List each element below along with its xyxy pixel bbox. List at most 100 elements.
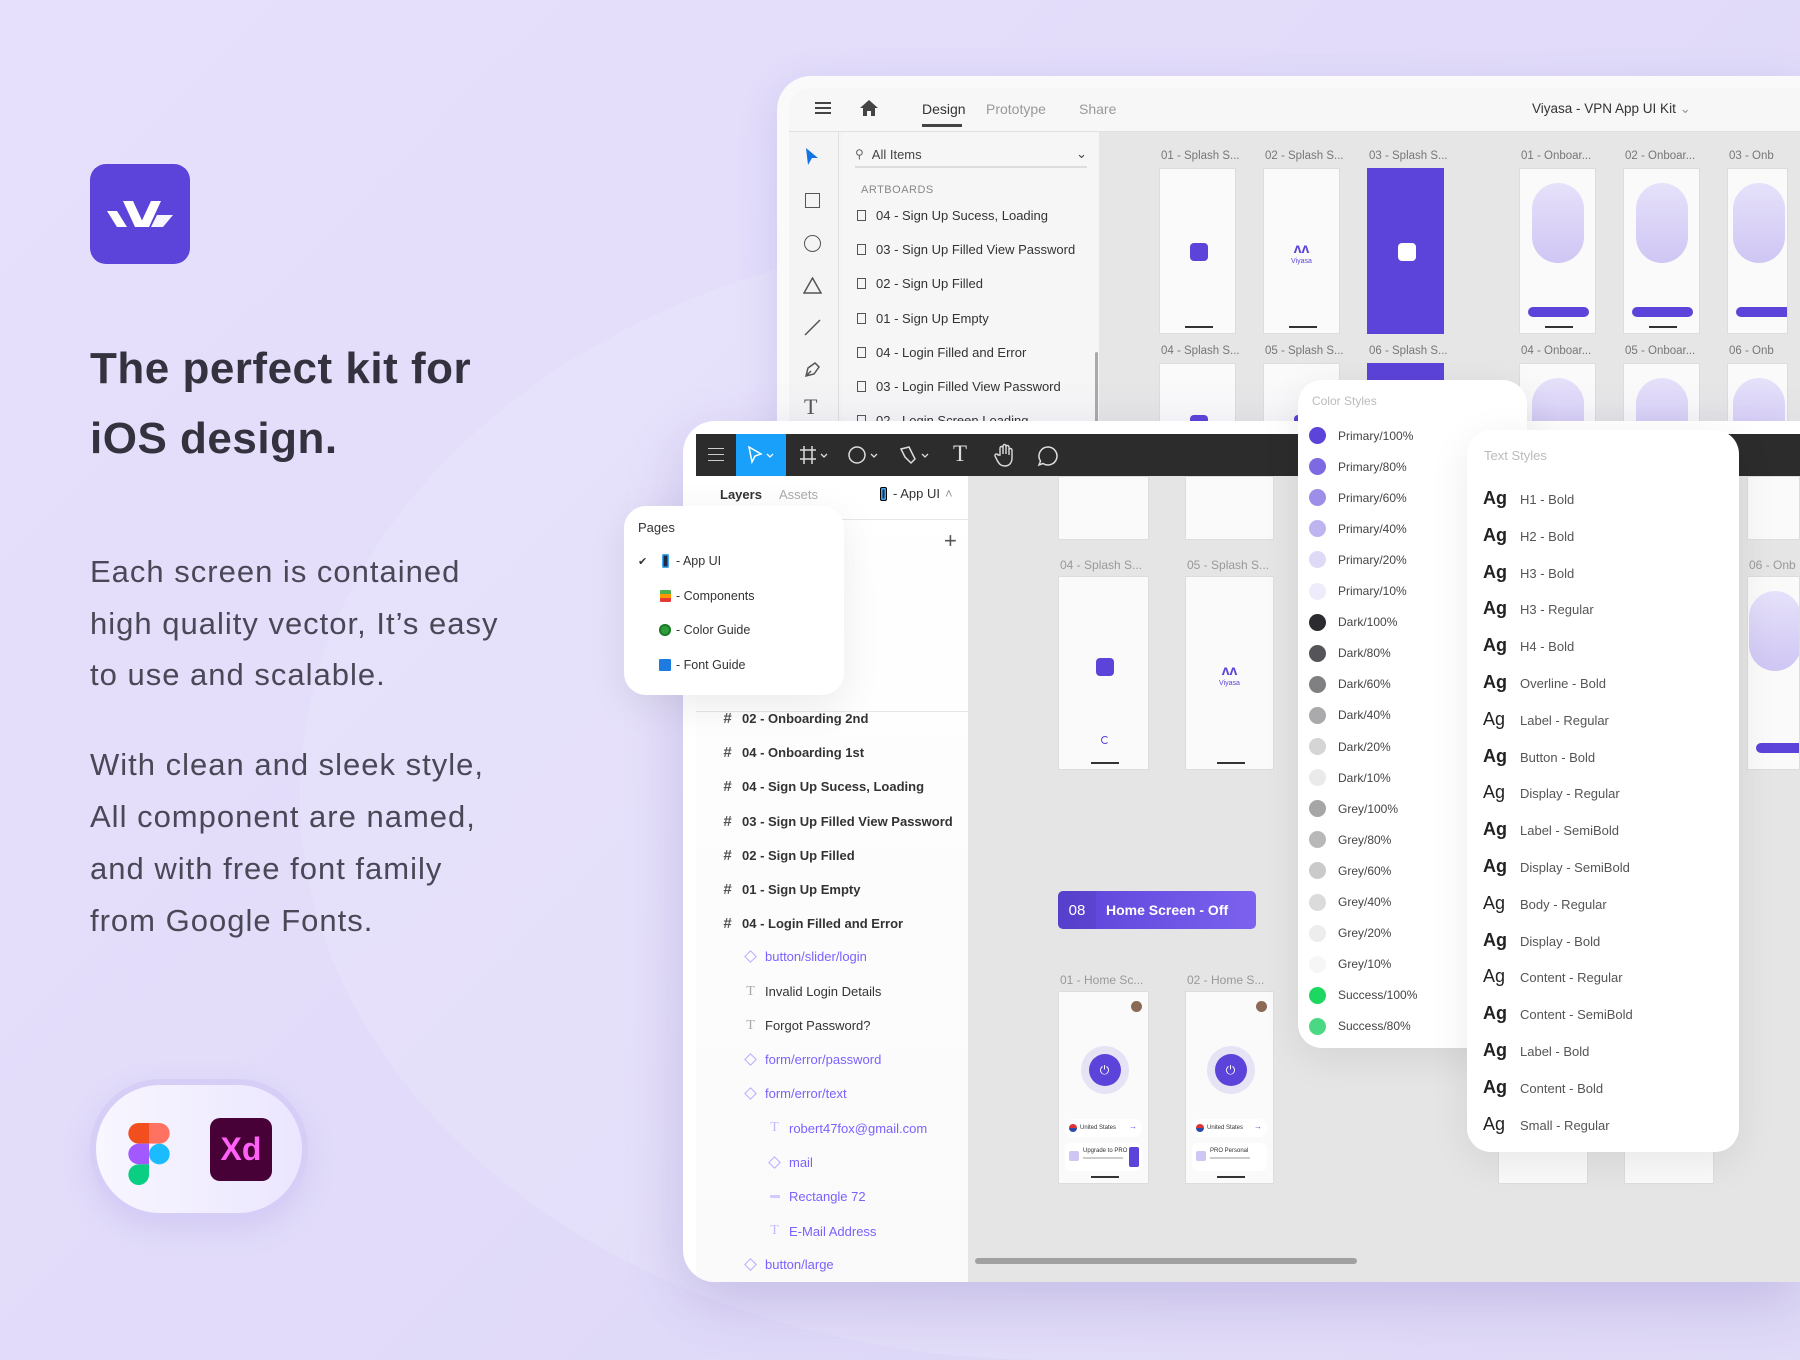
artboard-list-item[interactable]: 03 - Login Filled View Password	[857, 379, 1061, 394]
pen-tool-icon[interactable]	[899, 445, 933, 465]
layer-item[interactable]: #02 - Sign Up Filled	[719, 847, 854, 864]
text-style-item[interactable]: Ag H1 - Bold	[1483, 488, 1574, 509]
text-style-item[interactable]: Ag Display - Bold	[1483, 930, 1600, 951]
tab-prototype[interactable]: Prototype	[986, 101, 1046, 117]
artboard-home[interactable]: ⏻ United States → PRO Personal	[1185, 991, 1274, 1184]
layer-item[interactable]: Rectangle 72	[766, 1189, 866, 1204]
hand-tool-icon[interactable]	[994, 443, 1016, 467]
artboard-label[interactable]: 02 - Onboar...	[1625, 150, 1696, 162]
search-field[interactable]: ⚲ All Items ⌄	[855, 142, 1087, 168]
section-banner[interactable]: 08 Home Screen - Off	[1058, 891, 1256, 929]
color-style-item[interactable]: Dark/40%	[1309, 706, 1391, 724]
text-style-item[interactable]: Ag Button - Bold	[1483, 746, 1595, 767]
layer-item[interactable]: T Invalid Login Details	[742, 984, 881, 1000]
ellipse-tool-icon[interactable]	[804, 235, 821, 252]
color-style-item[interactable]: Dark/100%	[1309, 613, 1397, 631]
artboard-label[interactable]: 05 - Onboar...	[1625, 345, 1696, 357]
text-style-item[interactable]: Ag H3 - Regular	[1483, 598, 1594, 619]
artboard-top-partial[interactable]	[1747, 476, 1800, 540]
tab-layers[interactable]: Layers	[720, 487, 762, 502]
artboard-onboard[interactable]	[1727, 168, 1788, 334]
page-switcher[interactable]: - App UI ˄	[880, 486, 953, 501]
color-style-item[interactable]: Primary/100%	[1309, 427, 1413, 444]
artboard-list-item[interactable]: 01 - Sign Up Empty	[857, 311, 989, 326]
artboard-brand[interactable]: ʌʌ Viyasa	[1263, 168, 1340, 334]
polygon-tool-icon[interactable]	[803, 277, 822, 294]
text-style-item[interactable]: Ag Display - Regular	[1483, 782, 1620, 803]
main-menu-icon[interactable]	[708, 448, 724, 461]
document-title[interactable]: Viyasa - VPN App UI Kit ⌄	[1532, 101, 1691, 117]
layer-item[interactable]: form/error/password	[742, 1052, 881, 1067]
tab-design[interactable]: Design	[922, 101, 966, 117]
artboard-onboard[interactable]	[1519, 168, 1596, 334]
artboard-brand[interactable]: ʌʌ Viyasa	[1185, 576, 1274, 770]
artboard-label[interactable]: 03 - Splash S...	[1369, 150, 1448, 162]
artboard-label[interactable]: 04 - Splash S...	[1060, 558, 1143, 572]
color-style-item[interactable]: Grey/80%	[1309, 831, 1391, 849]
text-tool-icon[interactable]: T	[804, 394, 818, 419]
pen-tool-icon[interactable]	[804, 361, 821, 378]
text-style-item[interactable]: Ag Content - Regular	[1483, 966, 1623, 987]
color-style-item[interactable]: Primary/80%	[1309, 458, 1407, 476]
line-tool-icon[interactable]	[804, 319, 821, 336]
layer-item[interactable]: #03 - Sign Up Filled View Password	[719, 813, 952, 830]
artboard-label[interactable]: 06 - Splash S...	[1369, 345, 1448, 357]
layer-item[interactable]: T E-Mail Address	[766, 1223, 876, 1239]
layer-item[interactable]: #02 - Onboarding 2nd	[719, 710, 868, 727]
tab-assets[interactable]: Assets	[779, 487, 819, 502]
artboard-label[interactable]: 05 - Splash S...	[1265, 345, 1344, 357]
artboard-list-item[interactable]: 04 - Sign Up Sucess, Loading	[857, 208, 1048, 223]
color-style-item[interactable]: Dark/10%	[1309, 769, 1391, 787]
color-style-item[interactable]: Dark/80%	[1309, 644, 1391, 662]
color-style-item[interactable]: Primary/40%	[1309, 520, 1407, 538]
artboard-label[interactable]: 06 - Onb	[1729, 345, 1774, 357]
color-style-item[interactable]: Primary/20%	[1309, 551, 1407, 569]
color-style-item[interactable]: Dark/60%	[1309, 675, 1391, 693]
text-style-item[interactable]: Ag Label - Bold	[1483, 1040, 1589, 1061]
color-style-item[interactable]: Grey/10%	[1309, 955, 1391, 973]
layer-item[interactable]: #04 - Login Filled and Error	[719, 915, 903, 932]
artboard-onboard[interactable]	[1747, 576, 1800, 770]
text-style-item[interactable]: Ag Small - Regular	[1483, 1114, 1610, 1135]
artboard-purple[interactable]	[1367, 168, 1444, 334]
artboard-label[interactable]: 01 - Onboar...	[1521, 150, 1592, 162]
artboard-label[interactable]: 02 - Home S...	[1187, 973, 1265, 987]
artboard-list-item[interactable]: 02 - Sign Up Filled	[857, 276, 983, 291]
text-style-item[interactable]: Ag Overline - Bold	[1483, 672, 1606, 693]
move-tool-button[interactable]	[736, 434, 786, 476]
color-style-item[interactable]: Grey/40%	[1309, 893, 1391, 911]
artboard-list-item[interactable]: 04 - Login Filled and Error	[857, 345, 1026, 360]
add-page-button[interactable]: +	[944, 528, 957, 553]
home-icon[interactable]	[860, 100, 878, 116]
artboard-label[interactable]: 03 - Onb	[1729, 150, 1774, 162]
rectangle-tool-icon[interactable]	[805, 193, 820, 208]
page-item[interactable]: - Components	[638, 589, 755, 603]
artboard-label[interactable]: 01 - Home Sc...	[1060, 973, 1144, 987]
artboard-label[interactable]: 02 - Splash S...	[1265, 150, 1344, 162]
page-item[interactable]: ✔ - App UI	[638, 554, 721, 568]
artboard-label[interactable]: 04 - Splash S...	[1161, 345, 1240, 357]
ellipse-tool-icon[interactable]	[848, 445, 882, 465]
artboard-list-item[interactable]: 03 - Sign Up Filled View Password	[857, 242, 1075, 257]
page-item[interactable]: - Color Guide	[638, 623, 750, 637]
layer-item[interactable]: #04 - Onboarding 1st	[719, 744, 864, 761]
text-style-item[interactable]: Ag Label - SemiBold	[1483, 819, 1619, 840]
artboard-top-partial[interactable]	[1185, 476, 1274, 540]
scrollbar[interactable]	[1095, 352, 1098, 484]
artboard-loader[interactable]	[1058, 576, 1149, 770]
text-style-item[interactable]: Ag Display - SemiBold	[1483, 856, 1630, 877]
text-style-item[interactable]: Ag H3 - Bold	[1483, 562, 1574, 583]
color-style-item[interactable]: Grey/60%	[1309, 862, 1391, 880]
layer-item[interactable]: #01 - Sign Up Empty	[719, 881, 860, 898]
text-style-item[interactable]: Ag H2 - Bold	[1483, 525, 1574, 546]
artboard-home[interactable]: ⏻ United States → Upgrade to PRO	[1058, 991, 1149, 1184]
tab-share[interactable]: Share	[1079, 101, 1117, 117]
color-style-item[interactable]: Dark/20%	[1309, 738, 1391, 755]
layer-item[interactable]: T Forgot Password?	[742, 1018, 870, 1034]
text-style-item[interactable]: Ag Body - Regular	[1483, 893, 1607, 914]
color-style-item[interactable]: Grey/20%	[1309, 924, 1391, 942]
artboard-label[interactable]: 05 - Splash S...	[1187, 558, 1270, 572]
color-style-item[interactable]: Primary/10%	[1309, 582, 1407, 600]
artboard-label[interactable]: 01 - Splash S...	[1161, 150, 1240, 162]
